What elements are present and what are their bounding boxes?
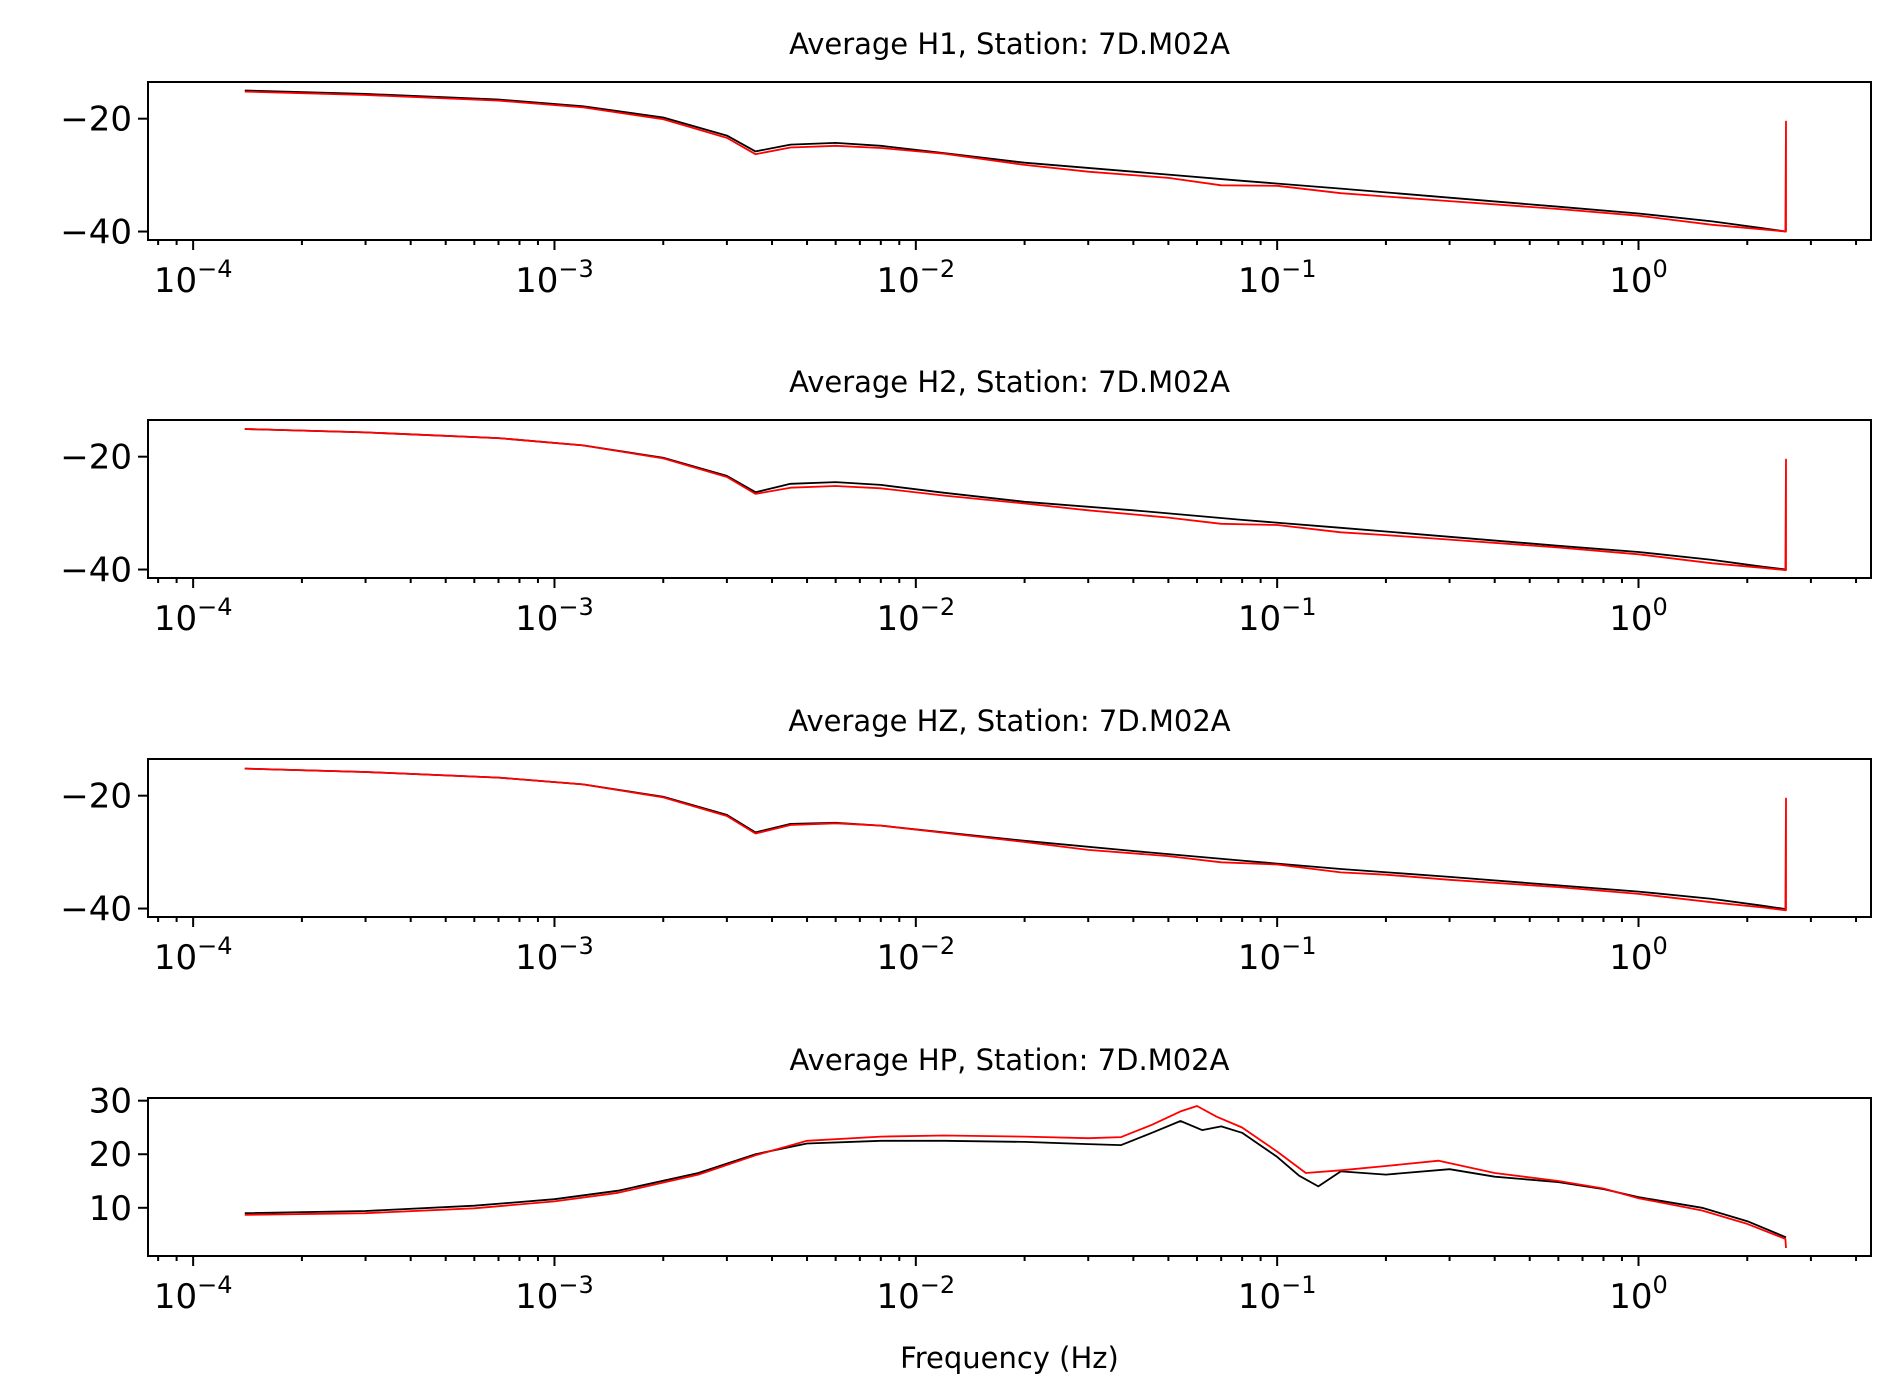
panel-title: Average H2, Station: 7D.M02A [789,365,1230,399]
series-line-2 [244,767,1787,912]
x-tick-label: 10−4 [154,932,233,978]
series-line-2 [244,90,1787,233]
x-tick-label: 100 [1609,255,1668,301]
x-tick-label: 100 [1609,1271,1668,1317]
x-tick-label: 10−3 [515,255,594,301]
series-line-2 [244,428,1787,571]
series-line-2 [244,1105,1787,1249]
series-line-1 [244,767,1787,910]
panel-3: Average HZ, Station: 7D.M02A −20 −40 10−4 10… [60,704,1872,978]
x-tick-label: 10−1 [1238,932,1317,978]
series-line-1 [244,89,1787,233]
series-group [244,428,1787,571]
plot-frame [147,419,1872,579]
series-line-1 [244,1120,1787,1239]
plot-frame [147,758,1872,918]
x-tick-label: 10−3 [515,1271,594,1317]
panel-4: Average HP, Station: 7D.M02A 30 20 10 10−4 10… [89,1043,1872,1375]
series-line-1 [244,428,1787,571]
panel-title: Average HP, Station: 7D.M02A [790,1043,1230,1077]
y-tick-label: 20 [89,1135,132,1175]
x-tick-label: 10−3 [515,593,594,639]
x-tick-label: 100 [1609,932,1668,978]
series-group [244,89,1787,233]
x-tick-label: 10−1 [1238,255,1317,301]
panel-title: Average H1, Station: 7D.M02A [789,27,1230,61]
x-axis-label: Frequency (Hz) [900,1341,1119,1375]
y-tick-label: −40 [60,551,132,591]
x-tick-label: 10−2 [876,593,955,639]
y-tick-label: 10 [89,1189,132,1229]
x-tick-label: 10−4 [154,255,233,301]
y-tick-label: −40 [60,213,132,253]
x-tick-label: 10−2 [876,255,955,301]
x-tick-label: 10−4 [154,1271,233,1317]
series-group [244,767,1787,912]
x-tick-label: 100 [1609,593,1668,639]
plot-frame [147,81,1872,241]
x-tick-label: 10−4 [154,593,233,639]
panel-1: Average H1, Station: 7D.M02A −20 −40 10−4 10… [60,27,1872,301]
x-tick-label: 10−1 [1238,1271,1317,1317]
y-tick-label: −20 [60,777,132,817]
x-tick-label: 10−2 [876,1271,955,1317]
x-tick-label: 10−2 [876,932,955,978]
x-tick-label: 10−3 [515,932,594,978]
x-tick-label: 10−1 [1238,593,1317,639]
panel-2: Average H2, Station: 7D.M02A −20 −40 10−4 10… [60,365,1872,639]
y-tick-label: −20 [60,438,132,478]
series-group [244,1105,1787,1249]
panel-title: Average HZ, Station: 7D.M02A [788,704,1230,738]
y-tick-label: −40 [60,890,132,930]
y-tick-label: −20 [60,100,132,140]
plot-frame [147,1097,1872,1257]
y-tick-label: 30 [89,1082,132,1122]
